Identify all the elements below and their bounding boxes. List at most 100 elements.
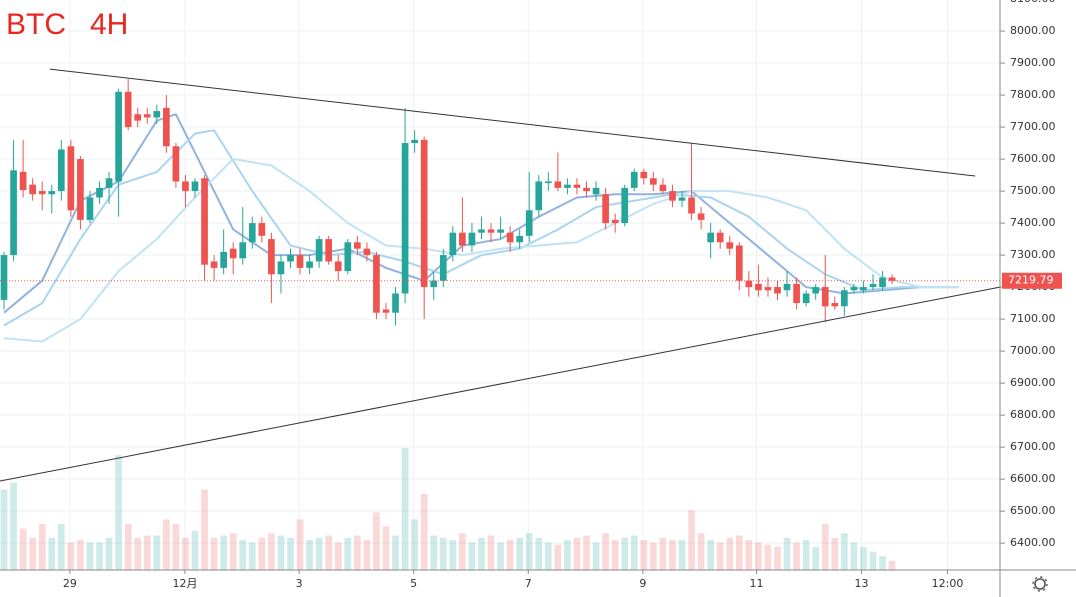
volume-bar bbox=[459, 533, 466, 570]
y-tick-label: 7100.00 bbox=[1010, 312, 1056, 325]
candle-body bbox=[716, 232, 724, 243]
y-tick-label: 7600.00 bbox=[1010, 152, 1056, 165]
volume-bar bbox=[258, 537, 266, 570]
candle-body bbox=[650, 178, 657, 185]
volume-bar bbox=[554, 544, 562, 570]
volume-bar bbox=[888, 560, 896, 570]
volume-bar bbox=[57, 524, 65, 570]
last-price-tag bbox=[1002, 272, 1062, 289]
candle-body bbox=[535, 181, 543, 211]
candle-body bbox=[669, 191, 676, 201]
candle-body bbox=[10, 170, 17, 256]
volume-bar bbox=[38, 524, 46, 570]
candle-body bbox=[258, 223, 266, 236]
volume-bar bbox=[716, 542, 724, 570]
trend-line bbox=[0, 286, 1001, 482]
x-tick-label: 7 bbox=[525, 577, 532, 590]
candle-body bbox=[745, 280, 753, 288]
volume-bar bbox=[363, 540, 371, 570]
candle-body bbox=[182, 181, 189, 192]
candle-body bbox=[153, 111, 161, 118]
y-tick-label: 6400.00 bbox=[1010, 536, 1056, 549]
volume-bar bbox=[420, 494, 428, 570]
candle-body bbox=[841, 290, 848, 307]
candle-body bbox=[478, 229, 485, 233]
volume-bar bbox=[105, 537, 113, 570]
volume-bar bbox=[306, 540, 313, 570]
candle-body bbox=[220, 251, 227, 268]
volume-bar bbox=[544, 542, 552, 570]
candle-body bbox=[134, 114, 142, 121]
candle-body bbox=[554, 181, 562, 188]
candle-body bbox=[439, 255, 447, 281]
settings-icon[interactable] bbox=[1032, 576, 1048, 592]
candle-body bbox=[735, 245, 743, 281]
y-tick-label: 8100.00 bbox=[1010, 0, 1056, 5]
candle-body bbox=[592, 187, 600, 195]
candle-body bbox=[229, 248, 237, 259]
volume-bar bbox=[535, 537, 543, 570]
volume-bar bbox=[678, 540, 686, 570]
volume-bar bbox=[630, 535, 638, 570]
volume-bar bbox=[210, 537, 218, 570]
moving-average bbox=[3, 158, 959, 343]
volume-bar bbox=[793, 542, 800, 570]
candle-body bbox=[630, 171, 638, 188]
candle-body bbox=[115, 91, 122, 182]
volume-bar bbox=[143, 535, 151, 570]
grid bbox=[0, 0, 1000, 570]
candle-body bbox=[411, 139, 418, 144]
candle-body bbox=[306, 261, 313, 268]
volume-bar bbox=[248, 542, 256, 570]
candle-body bbox=[19, 171, 27, 191]
candle-body bbox=[707, 232, 714, 243]
y-tick-label: 7400.00 bbox=[1010, 216, 1056, 229]
volume-bar bbox=[411, 519, 418, 570]
candle-body bbox=[879, 277, 886, 288]
volume-bar bbox=[96, 542, 103, 570]
gear-teeth bbox=[1032, 576, 1048, 592]
volume-bar bbox=[430, 535, 438, 570]
candle-body bbox=[764, 287, 772, 291]
volume-bar bbox=[134, 537, 142, 570]
volume-bar bbox=[879, 556, 886, 570]
moving-average bbox=[3, 129, 959, 327]
candle-body bbox=[888, 277, 896, 281]
candle-body bbox=[67, 146, 75, 211]
y-tick-label: 7300.00 bbox=[1010, 248, 1056, 261]
x-tick-label: 29 bbox=[63, 577, 77, 590]
candle-body bbox=[401, 143, 409, 294]
volume-bar bbox=[516, 537, 524, 570]
candle-body bbox=[755, 283, 762, 291]
volume-bar bbox=[373, 512, 380, 570]
candle-body bbox=[248, 223, 256, 243]
volume-bar bbox=[697, 533, 705, 570]
candle-body bbox=[573, 184, 581, 188]
candle-body bbox=[783, 283, 791, 291]
volume-bar bbox=[86, 542, 94, 570]
volume-bar bbox=[229, 533, 237, 570]
symbol: BTC bbox=[6, 8, 66, 41]
volume-bar bbox=[277, 535, 285, 570]
candle-body bbox=[29, 184, 37, 195]
volume-bar bbox=[860, 547, 867, 570]
candle-body bbox=[124, 91, 132, 128]
candles bbox=[0, 79, 1000, 326]
x-tick-label: 5 bbox=[410, 577, 417, 590]
candle-body bbox=[0, 255, 8, 300]
volume-bar bbox=[401, 448, 409, 570]
volume-bar bbox=[726, 537, 734, 570]
volume-bar bbox=[669, 540, 676, 570]
candle-body bbox=[210, 261, 218, 268]
volume-bar bbox=[487, 535, 495, 570]
candle-body bbox=[353, 242, 361, 249]
volume-bar bbox=[783, 537, 791, 570]
candle-body bbox=[382, 309, 390, 313]
volume-bar bbox=[506, 540, 514, 570]
y-tick-label: 8000.00 bbox=[1010, 24, 1056, 37]
candle-body bbox=[172, 146, 180, 182]
x-tick-label: 12:00 bbox=[932, 577, 964, 590]
gear-ring bbox=[1034, 578, 1046, 590]
y-tick-label: 7500.00 bbox=[1010, 184, 1056, 197]
volume-bar bbox=[755, 542, 762, 570]
